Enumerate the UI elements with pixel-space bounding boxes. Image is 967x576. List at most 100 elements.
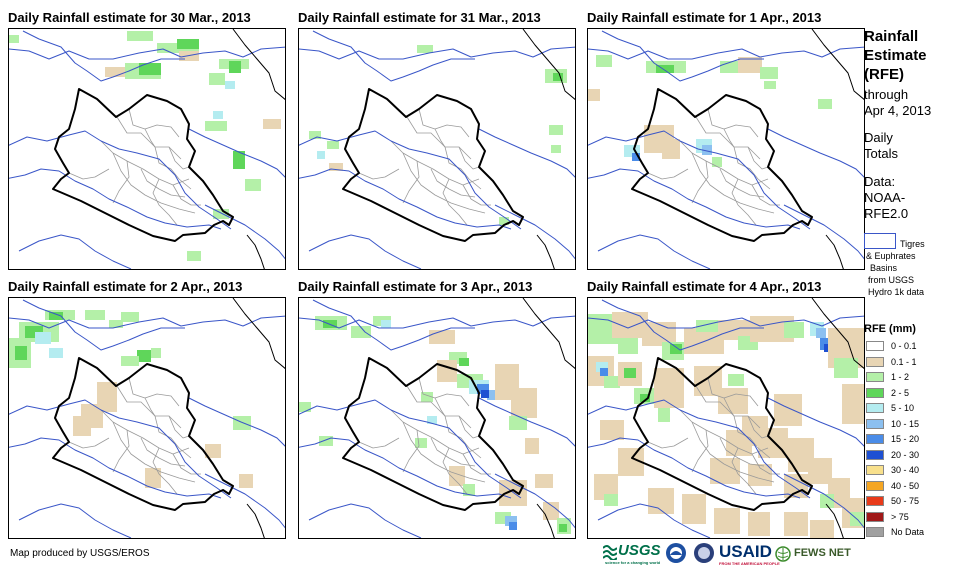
- rainfall-cell: [604, 494, 618, 506]
- legend-item: 0.1 - 1: [866, 356, 966, 369]
- rainfall-cell: [327, 141, 339, 149]
- legend-swatch: [866, 434, 884, 444]
- region-boundary: [536, 234, 555, 269]
- basin-boundary: [9, 168, 222, 230]
- legend-label: 50 - 75: [891, 496, 920, 506]
- province-boundary: [691, 152, 775, 214]
- legend-label: 20 - 30: [891, 449, 920, 460]
- province-boundary: [112, 160, 130, 204]
- rainfall-cell: [421, 392, 433, 402]
- legend-label: 2 - 5: [891, 387, 910, 398]
- rainfall-cell: [618, 338, 638, 354]
- basin-boundary: [588, 437, 801, 499]
- rainfall-cell: [499, 480, 527, 506]
- rainfall-cell: [317, 151, 325, 159]
- rainfall-cell: [535, 474, 553, 488]
- rainfall-cell: [487, 390, 499, 400]
- rainfall-cell: [624, 368, 636, 378]
- basin-boundary: [588, 46, 864, 60]
- rainfall-cell: [784, 322, 804, 338]
- rainfall-cell: [553, 73, 563, 81]
- province-boundary: [100, 140, 190, 186]
- rainfall-cell: [73, 416, 91, 436]
- province-boundary: [128, 377, 180, 407]
- basin-boundary: [188, 128, 285, 178]
- basin-boundary: [597, 503, 711, 538]
- province-boundary: [679, 140, 769, 186]
- data-source: Data: NOAA- RFE2.0: [864, 174, 909, 221]
- province-boundary: [691, 160, 709, 204]
- basin-boundary: [9, 130, 232, 230]
- basin-boundary: [478, 397, 575, 447]
- region-boundary: [232, 29, 285, 100]
- region-boundary: [246, 234, 265, 269]
- region-boundary: [811, 29, 864, 100]
- province-boundary: [691, 429, 709, 473]
- rainfall-cell: [600, 420, 624, 440]
- basin-boundary: [308, 503, 422, 538]
- basin-boundary: [299, 168, 512, 230]
- basin-boundary: [597, 234, 711, 269]
- noaa-logo: [665, 542, 687, 569]
- map-panel-6: [587, 297, 865, 539]
- province-boundary: [406, 385, 472, 429]
- region-boundary: [536, 503, 555, 538]
- rainfall-cell: [351, 326, 371, 338]
- province-boundary: [719, 437, 765, 467]
- legend-swatch: [866, 387, 884, 398]
- map-panel-5: [298, 297, 576, 539]
- rainfall-cell: [604, 376, 620, 388]
- province-boundary: [751, 453, 780, 475]
- rainfall-cell: [559, 524, 567, 532]
- province-boundary: [647, 437, 689, 449]
- country-border: [52, 357, 234, 511]
- legend-label: 10 - 15: [891, 418, 920, 429]
- rainfall-cell: [662, 139, 680, 159]
- rainfall-cell: [233, 416, 251, 430]
- legend-label: 0.1 - 1: [891, 356, 917, 367]
- basin-boundary: [299, 399, 522, 499]
- basin-boundary: [601, 299, 764, 351]
- province-boundary: [140, 437, 186, 467]
- rainfall-cell: [187, 251, 201, 261]
- legend-item: 2 - 5: [866, 387, 966, 400]
- basin-boundary: [204, 204, 285, 260]
- rainfall-cell: [239, 474, 253, 488]
- legend-swatch: [866, 341, 884, 351]
- rainfall-cell: [760, 67, 778, 79]
- province-boundary: [402, 421, 486, 483]
- province-boundary: [116, 385, 182, 429]
- rainfall-cell: [477, 384, 489, 394]
- province-boundary: [747, 146, 769, 170]
- doi-seal-icon: [694, 543, 714, 563]
- legend-item: 20 - 30: [866, 449, 966, 462]
- through-date: through Apr 4, 2013: [864, 87, 932, 118]
- legend-item: 40 - 50: [866, 480, 966, 493]
- province-boundary: [168, 415, 190, 439]
- rainfall-cell: [329, 163, 343, 171]
- rainfall-cell: [748, 464, 772, 486]
- rainfall-cell: [784, 512, 808, 536]
- province-boundary: [723, 397, 735, 417]
- basin-boundary: [9, 46, 285, 60]
- region-boundary: [825, 234, 844, 269]
- province-boundary: [154, 146, 192, 190]
- province-boundary: [444, 146, 482, 190]
- rainfall-cell: [35, 332, 51, 344]
- province-boundary: [434, 397, 446, 417]
- rainfall-cell: [109, 320, 123, 328]
- province-boundary: [418, 377, 470, 407]
- basin-boundary: [299, 315, 575, 329]
- basin-boundary: [9, 399, 232, 499]
- rainfall-cell: [640, 394, 650, 402]
- rainfall-cell: [509, 416, 527, 430]
- rainfall-cell: [670, 344, 682, 354]
- noaa-icon: [666, 543, 686, 563]
- rainfall-cell: [511, 388, 537, 418]
- rainfall-cell: [319, 436, 333, 446]
- rainfall-cell: [213, 111, 223, 119]
- rainfall-cell: [299, 402, 311, 412]
- legend-swatch: [866, 511, 884, 522]
- rainfall-cell: [682, 494, 706, 524]
- region-boundary: [522, 29, 575, 100]
